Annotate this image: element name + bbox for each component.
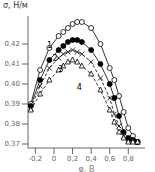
html-text:σ, Н/м: σ, Н/м — [3, 1, 28, 10]
svg-text:3: 3 — [58, 65, 63, 74]
svg-text:2: 2 — [53, 54, 58, 63]
svg-text:-0,2: -0,2 — [29, 155, 43, 163]
svg-text:0,37: 0,37 — [8, 140, 20, 148]
svg-text:0,42: 0,42 — [8, 40, 20, 48]
svg-text:0,38: 0,38 — [8, 120, 20, 128]
svg-text:4: 4 — [77, 83, 82, 92]
svg-text:0,40: 0,40 — [8, 80, 20, 88]
svg-text:0,39: 0,39 — [8, 100, 20, 108]
svg-text:0,6: 0,6 — [104, 155, 116, 163]
svg-text:0,41: 0,41 — [8, 60, 20, 68]
svg-text:1: 1 — [47, 41, 52, 50]
svg-text:0,4: 0,4 — [86, 155, 98, 163]
svg-text:0: 0 — [52, 155, 56, 163]
svg-text:0,2: 0,2 — [67, 155, 78, 163]
svg-text:0,8: 0,8 — [123, 155, 134, 163]
svg-text:φ, В: φ, В — [79, 165, 95, 172]
